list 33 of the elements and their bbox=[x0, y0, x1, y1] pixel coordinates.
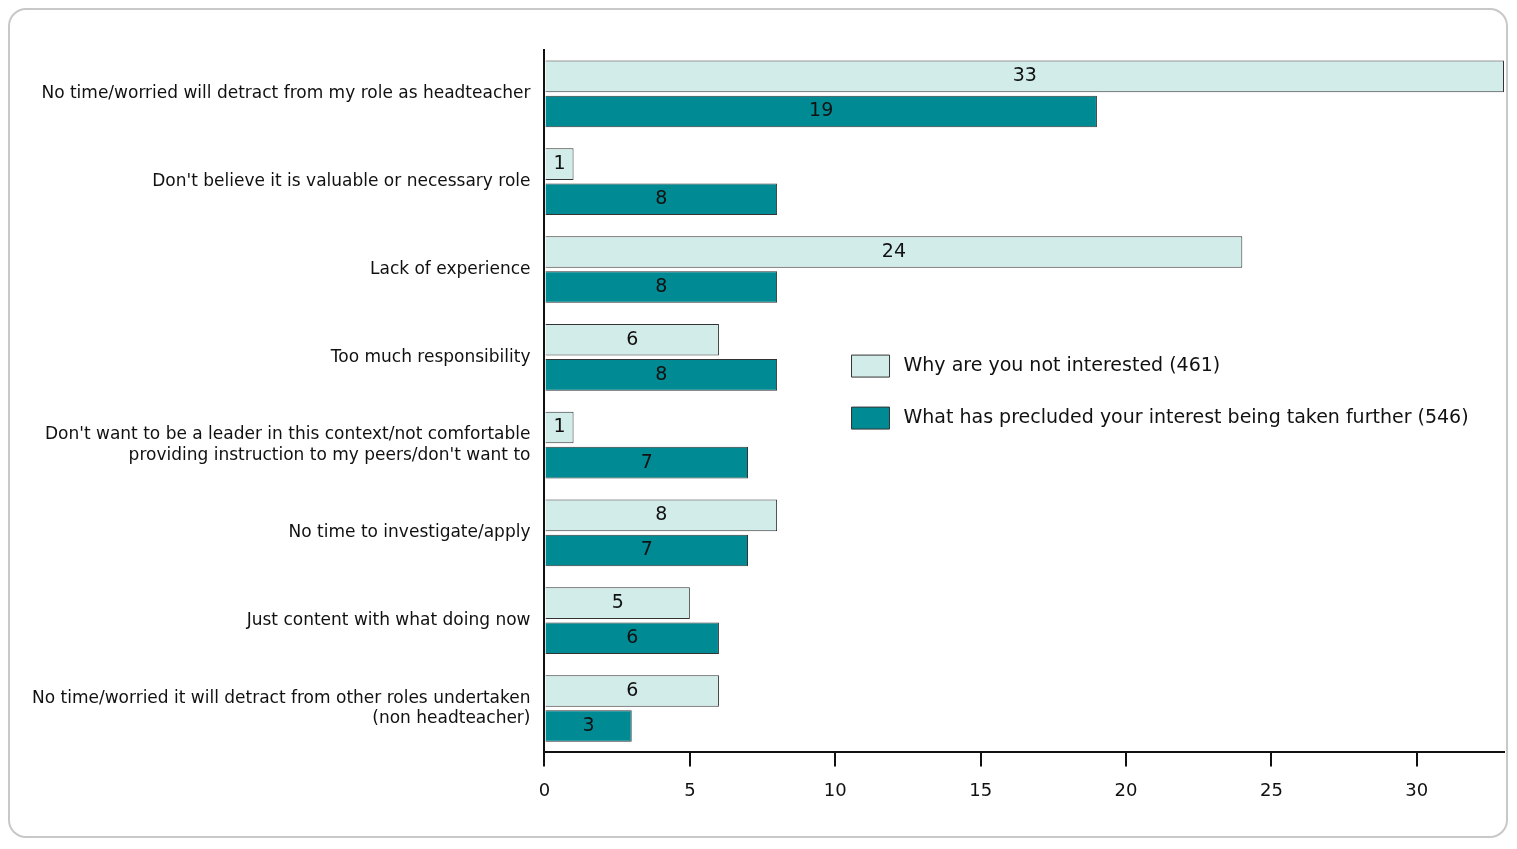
data-label: 1 bbox=[553, 151, 566, 174]
data-label: 3 bbox=[582, 713, 595, 735]
data-label: 7 bbox=[640, 537, 653, 560]
x-tick-label: 0 bbox=[538, 778, 551, 800]
y-tick-label: No time to investigate/apply bbox=[288, 521, 531, 542]
data-label: 6 bbox=[626, 677, 639, 700]
y-tick-label: No time/worried it will detract from other roles undertaken (non headteacher) bbox=[31, 686, 531, 728]
y-tick-label: Don't believe it is valuable or necessary role bbox=[152, 170, 531, 191]
data-label: 6 bbox=[626, 625, 639, 648]
data-label: 8 bbox=[655, 274, 668, 296]
x-tick-label: 30 bbox=[1405, 778, 1429, 800]
x-tick-label: 10 bbox=[823, 778, 847, 800]
data-label: 1 bbox=[553, 414, 566, 437]
data-label: 33 bbox=[1012, 63, 1037, 86]
data-label: 8 bbox=[655, 502, 668, 525]
y-tick-label: Just content with what doing now bbox=[245, 609, 531, 630]
x-tick-label: 25 bbox=[1259, 778, 1283, 800]
y-tick-label: Don't want to be a leader in this context/not comfortable providing instruction to my peers/don't want to bbox=[45, 423, 531, 464]
x-tick-label: 15 bbox=[969, 778, 993, 800]
legend-label: Why are you not interested (461) bbox=[903, 353, 1221, 376]
data-label: 8 bbox=[655, 186, 668, 209]
data-label: 7 bbox=[640, 449, 653, 472]
y-tick-label: Lack of experience bbox=[369, 257, 531, 278]
legend-label: What has precluded your interest being taken further (546) bbox=[903, 405, 1469, 428]
x-tick-label: 20 bbox=[1114, 778, 1138, 800]
y-tick-label: No time/worried will detract from my role as headteacher bbox=[41, 82, 531, 103]
x-tick-label: 5 bbox=[684, 778, 696, 800]
data-label: 6 bbox=[626, 326, 639, 349]
data-label: 19 bbox=[809, 98, 834, 121]
y-tick-label: Too much responsibility bbox=[329, 345, 531, 366]
data-label: 5 bbox=[611, 590, 624, 613]
data-label: 8 bbox=[655, 361, 668, 384]
data-label: 24 bbox=[881, 238, 906, 261]
